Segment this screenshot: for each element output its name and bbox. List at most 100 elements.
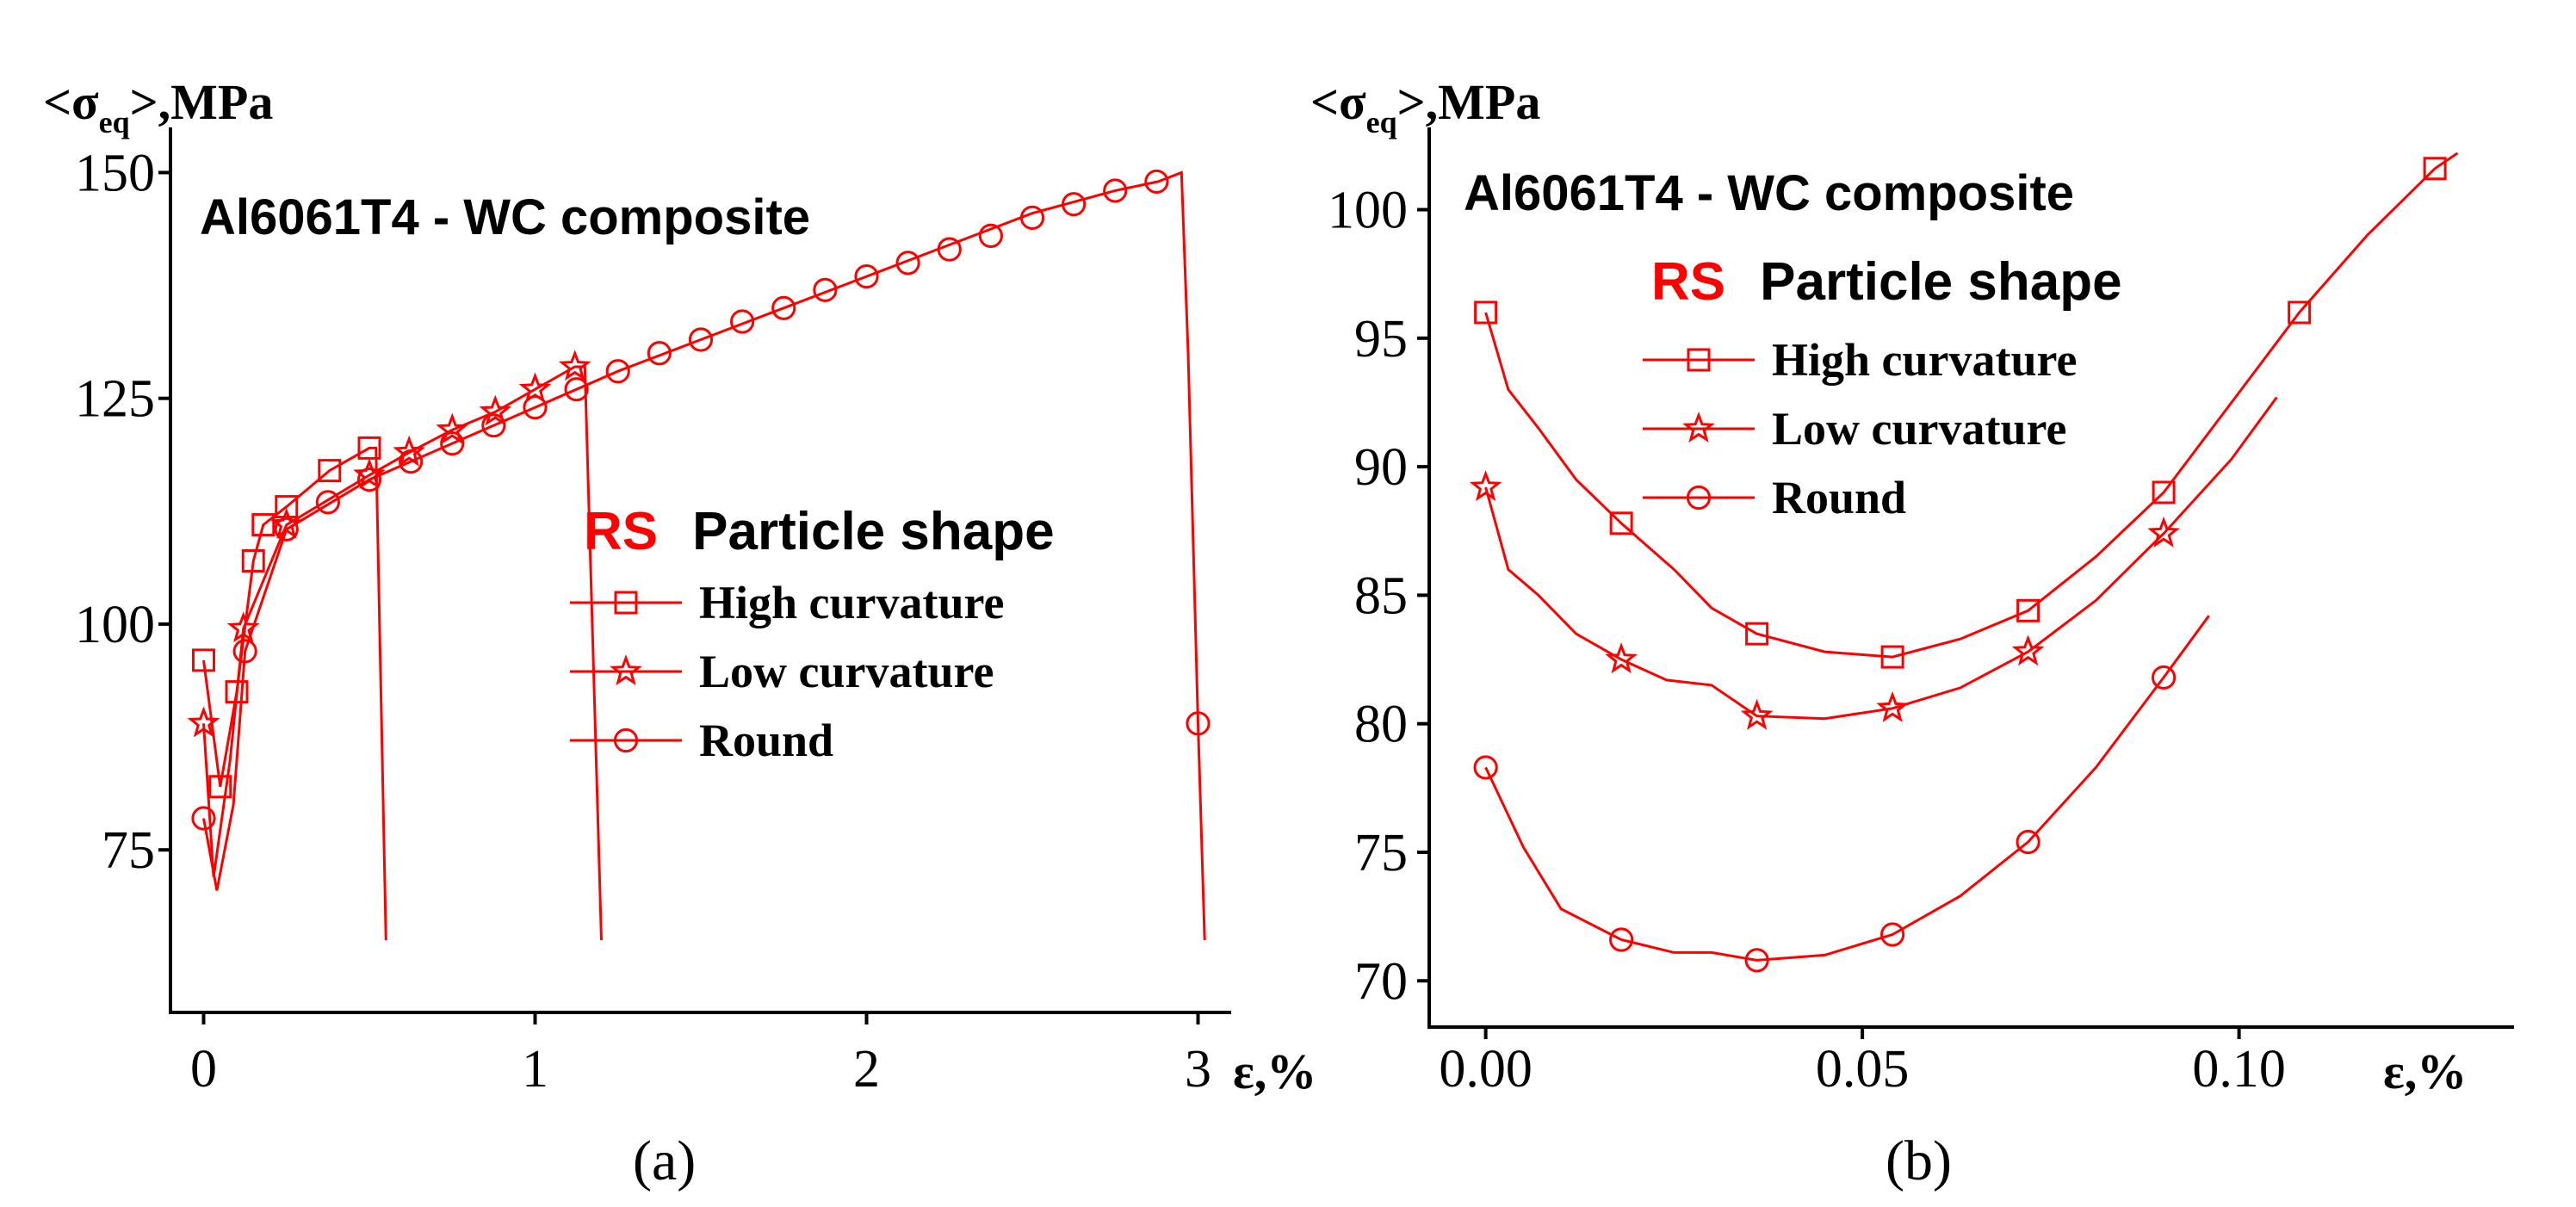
series-line-round-a — [202, 170, 1206, 941]
legend-a: RS Particle shape High curvature Low curva… — [570, 502, 1055, 766]
data-point-star-b — [1469, 470, 1502, 502]
legend-item-a: Low curvature — [699, 646, 994, 697]
legend-item-b: Round — [1772, 472, 1906, 523]
legend-marker-star-b — [1682, 412, 1715, 443]
legend-marker-square-a — [614, 591, 638, 615]
data-point-square-b — [1609, 511, 1633, 535]
chart-title-b: Al6061T4 - WC composite — [1464, 165, 2074, 221]
legend-item-a: High curvature — [699, 577, 1004, 628]
data-point-square-b — [1880, 645, 1904, 669]
data-point-square-a — [208, 775, 232, 799]
data-point-square-b — [1474, 300, 1498, 325]
data-point-star-a — [518, 372, 552, 404]
y-axis-label-b: <σeq>,MPa — [1310, 74, 1540, 139]
legend-heading-a: Particle shape — [692, 502, 1054, 561]
data-point-circle-a — [191, 806, 216, 831]
curves-a — [187, 169, 1211, 941]
y-tick-label-b: 75 — [1354, 824, 1408, 882]
y-axis-label-a: <σeq>,MPa — [43, 74, 273, 139]
x-tick-label-a: 2 — [853, 1040, 880, 1099]
y-tick-label-a: 100 — [75, 596, 155, 654]
data-point-square-a — [318, 459, 342, 483]
data-point-circle-a — [315, 490, 340, 515]
data-point-circle-a — [1062, 192, 1087, 217]
data-point-square-a — [241, 549, 265, 573]
data-point-circle-a — [937, 237, 962, 262]
ylabel-main-a: <σ — [43, 74, 99, 130]
data-point-square-b — [2016, 598, 2040, 622]
data-point-circle-b — [1473, 755, 1498, 780]
data-point-star-a — [558, 350, 591, 381]
chart-panel-b: <σeq>,MPa Al6061T4 - WC composite 0.00 0.… — [1310, 74, 2514, 1192]
data-point-circle-a — [564, 377, 589, 402]
data-point-circle-b — [1609, 927, 1634, 952]
data-point-circle-a — [813, 277, 838, 302]
ylabel-tail-b: >,MPa — [1397, 74, 1541, 130]
y-tick-label-b: 70 — [1354, 952, 1408, 1011]
series-line-round-b — [1484, 615, 2210, 962]
data-point-circle-b — [2152, 665, 2177, 690]
legend-marker-circle-b — [1686, 485, 1712, 511]
x-tick-label-b: 0.05 — [1816, 1040, 1910, 1099]
legend-item-a: Round — [699, 715, 833, 766]
data-point-square-a — [251, 513, 276, 537]
x-tick-label-b: 0.00 — [1439, 1040, 1533, 1099]
panel-label-a: (a) — [633, 1130, 696, 1192]
legend-marker-circle-a — [613, 727, 639, 753]
legend-marker-star-a — [610, 654, 642, 686]
data-point-circle-a — [647, 341, 672, 366]
panel-label-b: (b) — [1886, 1130, 1952, 1192]
x-tick-label-a: 1 — [522, 1040, 548, 1099]
legend-rs-b: RS — [1651, 252, 1725, 312]
data-point-star-b — [1605, 642, 1638, 674]
data-point-circle-a — [523, 395, 548, 420]
data-point-square-b — [2423, 157, 2447, 181]
y-tick-label-b: 85 — [1354, 566, 1408, 625]
ylabel-tail-a: >,MPa — [130, 74, 274, 130]
data-point-circle-a — [232, 639, 257, 664]
data-point-star-a — [187, 706, 220, 738]
chart-title-a: Al6061T4 - WC composite — [200, 189, 810, 245]
y-tick-label-b: 100 — [1328, 182, 1408, 240]
data-point-circle-a — [688, 327, 714, 352]
data-point-star-a — [393, 435, 426, 467]
legend-title-b: RS Particle shape — [1651, 252, 2122, 312]
series-line-low-curvature-a — [202, 365, 603, 941]
svg-text:<σeq>,MPa: <σeq>,MPa — [1310, 74, 1540, 139]
data-point-circle-a — [1144, 169, 1169, 195]
ticks-a: 0 1 2 3 75 100 125 150 — [75, 144, 1211, 1099]
ylabel-sub-a: eq — [99, 105, 130, 139]
x-tick-label-a: 3 — [1185, 1040, 1211, 1099]
data-point-circle-a — [356, 467, 382, 492]
data-point-circle-a — [895, 251, 920, 275]
x-tick-label-a: 0 — [190, 1040, 217, 1099]
x-axis-label-a: ε,% — [1233, 1043, 1316, 1099]
data-point-circle-a — [605, 359, 630, 384]
data-point-circle-a — [978, 223, 1003, 248]
y-tick-label-b: 80 — [1354, 696, 1408, 754]
legend-rs-a: RS — [584, 502, 658, 561]
y-tick-label-b: 90 — [1354, 438, 1408, 497]
legend-heading-b: Particle shape — [1760, 252, 2121, 312]
svg-text:<σeq>,MPa: <σeq>,MPa — [43, 74, 273, 139]
data-point-circle-a — [1103, 178, 1128, 203]
legend-item-b: Low curvature — [1772, 403, 2066, 455]
legend-marker-square-b — [1687, 348, 1711, 372]
data-point-square-b — [1745, 622, 1769, 646]
x-axis-label-b: ε,% — [2383, 1043, 2467, 1099]
legend-title-a: RS Particle shape — [584, 502, 1055, 561]
data-point-star-b — [1740, 698, 1774, 730]
data-point-circle-a — [481, 413, 506, 438]
y-tick-label-a: 125 — [75, 370, 155, 429]
data-point-star-a — [436, 412, 469, 444]
data-point-star-b — [2011, 634, 2045, 666]
y-tick-label-b: 95 — [1354, 310, 1408, 368]
ylabel-sub-b: eq — [1366, 105, 1397, 139]
data-point-circle-b — [1744, 948, 1769, 973]
data-point-circle-b — [2016, 829, 2040, 855]
y-tick-label-a: 75 — [102, 821, 155, 880]
data-point-square-b — [2152, 480, 2176, 504]
data-point-circle-a — [854, 263, 879, 289]
data-point-circle-a — [274, 517, 299, 542]
